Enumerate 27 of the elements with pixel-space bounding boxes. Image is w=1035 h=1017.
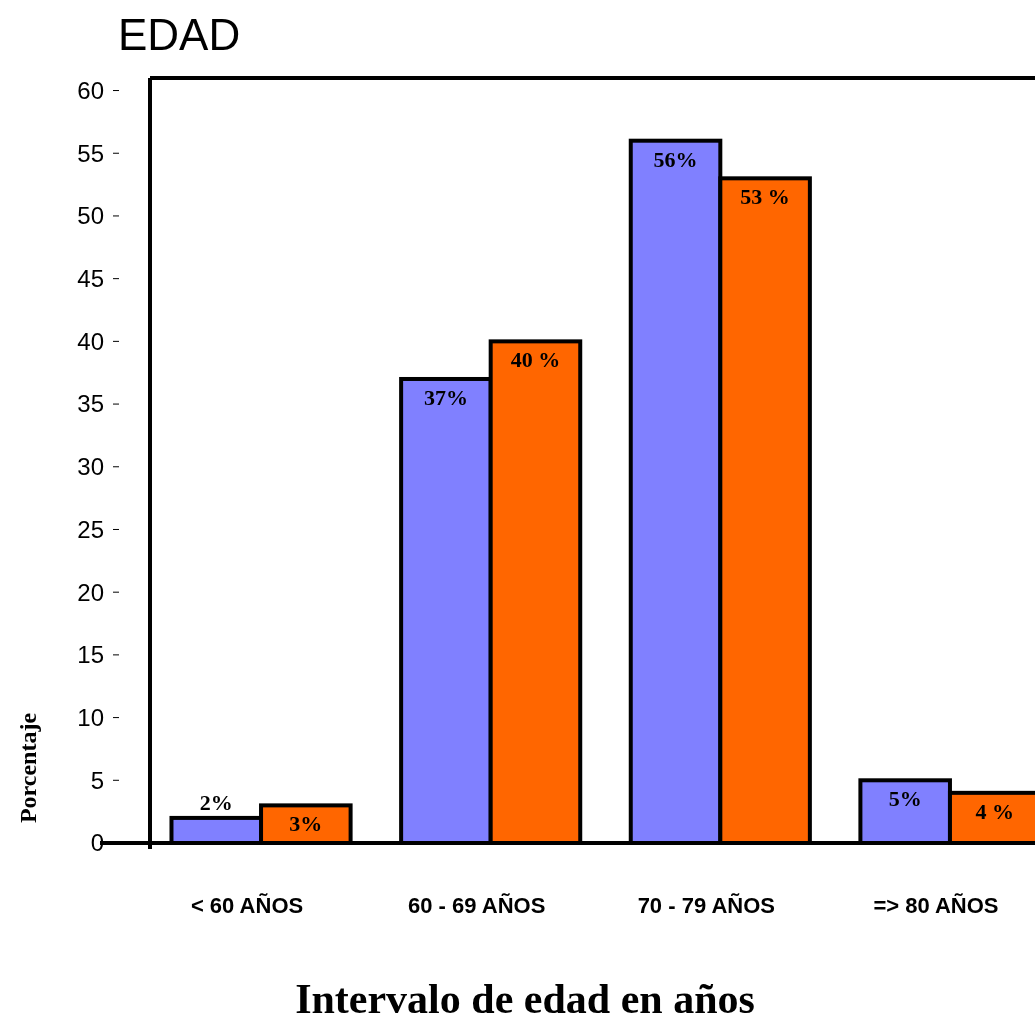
x-axis-title: Intervalo de edad en años <box>295 976 755 1017</box>
x-tick-label: 60 - 69 AÑOS <box>408 893 546 918</box>
data-label: 3% <box>289 811 323 837</box>
data-label: 37% <box>423 384 468 410</box>
y-tick-label: 30 <box>77 453 104 481</box>
data-label: 53 % <box>740 184 790 210</box>
y-tick-label: 45 <box>77 265 104 293</box>
data-label: 56% <box>653 146 698 172</box>
data-label: 5% <box>888 786 922 812</box>
y-tick-label: 15 <box>77 641 104 669</box>
y-tick-label: 55 <box>77 139 104 167</box>
y-tick-label: 5 <box>90 766 104 794</box>
y-tick-label: 50 <box>77 202 104 230</box>
y-tick-label: 60 <box>77 76 104 104</box>
data-label: 4 % <box>975 798 1014 824</box>
x-tick-label: < 60 AÑOS <box>190 893 304 918</box>
y-axis-title: Porcentaje <box>15 712 41 824</box>
data-label: 2% <box>199 789 233 815</box>
data-label: 40 % <box>510 347 561 373</box>
y-tick-label: 40 <box>77 327 104 355</box>
y-tick-label: 20 <box>77 578 104 606</box>
y-tick-label: 10 <box>77 703 104 731</box>
chart-title: EDAD <box>118 10 241 59</box>
x-tick-label: 70 - 79 AÑOS <box>637 893 775 918</box>
x-tick-label: => 80 AÑOS <box>873 893 999 918</box>
y-tick-label: 35 <box>77 390 104 418</box>
y-tick-label: 25 <box>77 515 104 543</box>
